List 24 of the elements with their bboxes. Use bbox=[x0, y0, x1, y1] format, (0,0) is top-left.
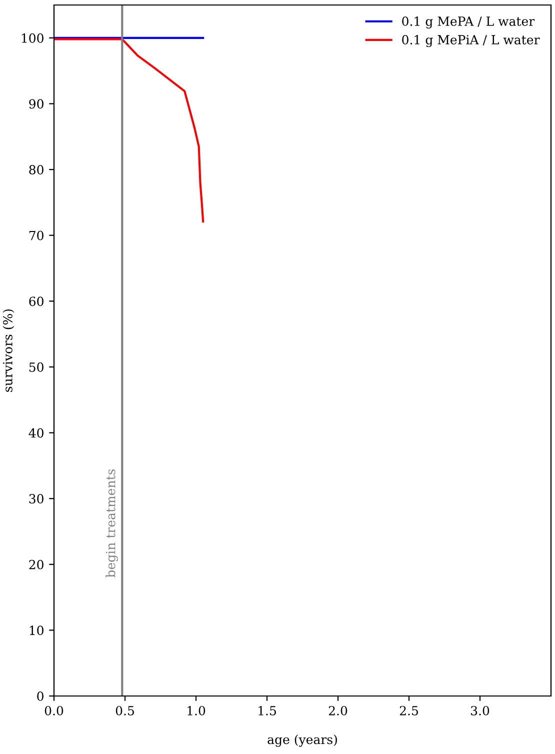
x-tick-label: 0.0 bbox=[44, 706, 64, 716]
y-tick-label: 100 bbox=[22, 33, 44, 43]
y-tick-label: 50 bbox=[29, 362, 44, 372]
x-tick-label: 2.0 bbox=[328, 706, 348, 716]
x-tick-label: 0.5 bbox=[116, 706, 134, 716]
legend-label: 0.1 g MePiA / L water bbox=[402, 34, 540, 48]
x-tick-label: 1.0 bbox=[188, 706, 206, 716]
ref-line-label: begin treatments bbox=[106, 469, 118, 578]
y-tick-label: 80 bbox=[29, 164, 44, 174]
y-tick-label: 70 bbox=[29, 230, 44, 240]
y-tick-label: 10 bbox=[30, 626, 44, 636]
x-axis-title: age (years) bbox=[268, 734, 337, 747]
y-tick-label: 30 bbox=[29, 494, 44, 504]
x-tick-label: 3.0 bbox=[471, 706, 490, 716]
y-tick-label: 0 bbox=[37, 691, 44, 701]
y-tick-label: 90 bbox=[29, 99, 44, 109]
legend-label: 0.1 g MePA / L water bbox=[402, 16, 535, 29]
y-axis-title: survivors (%) bbox=[2, 309, 14, 392]
line-series bbox=[54, 38, 204, 223]
x-tick-label: 1.5 bbox=[258, 706, 276, 716]
x-tick-label: 2.5 bbox=[400, 706, 418, 716]
y-tick-label: 40 bbox=[28, 428, 44, 438]
y-tick-label: 60 bbox=[29, 296, 44, 306]
y-tick-label: 20 bbox=[29, 560, 44, 570]
